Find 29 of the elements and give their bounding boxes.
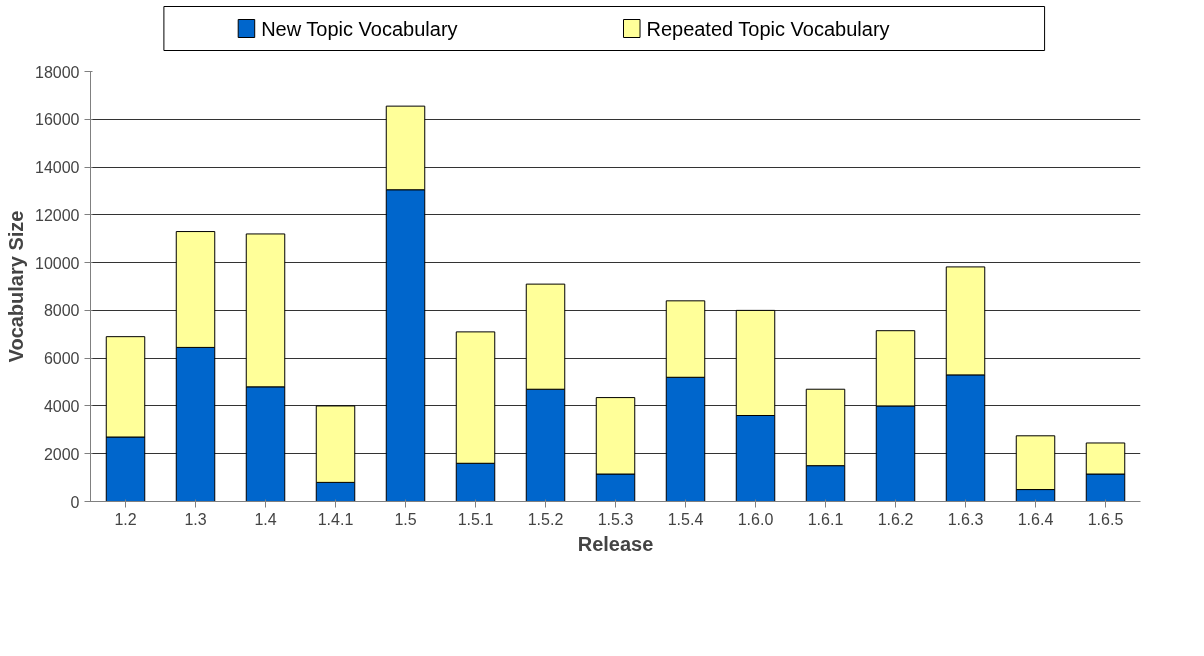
x-tick-label: 1.4 bbox=[254, 510, 277, 528]
x-tick-label: 1.5.2 bbox=[527, 510, 564, 528]
x-tick-label: 1.5 bbox=[394, 510, 417, 528]
y-tick-label: 2000 bbox=[43, 445, 80, 463]
x-tick-label: 1.6.4 bbox=[1017, 510, 1054, 528]
y-axis-title: Vocabulary Size bbox=[5, 210, 28, 363]
y-tick-label: 14000 bbox=[35, 159, 80, 177]
y-tick-label: 6000 bbox=[43, 350, 80, 368]
y-tick-label: 8000 bbox=[43, 302, 80, 320]
x-tick-label: 1.3 bbox=[184, 510, 207, 528]
x-tick-label: 1.5.1 bbox=[457, 510, 494, 528]
y-tick-label: 0 bbox=[70, 493, 80, 511]
x-axis-title: Release bbox=[577, 532, 654, 555]
x-tick-label: 1.6.0 bbox=[737, 510, 774, 528]
legend-label: Repeated Topic Vocabulary bbox=[646, 17, 890, 40]
x-tick-label: 1.5.3 bbox=[597, 510, 634, 528]
x-tick-label: 1.4.1 bbox=[317, 510, 354, 528]
x-tick-label: 1.6.5 bbox=[1087, 510, 1124, 528]
y-tick-label: 10000 bbox=[35, 254, 80, 272]
y-tick-label: 12000 bbox=[35, 206, 80, 224]
y-tick-label: 18000 bbox=[35, 63, 80, 81]
legend-label: New Topic Vocabulary bbox=[261, 17, 458, 40]
x-tick-label: 1.5.4 bbox=[667, 510, 704, 528]
y-tick-label: 16000 bbox=[35, 111, 80, 129]
x-tick-label: 1.6.3 bbox=[947, 510, 984, 528]
x-tick-label: 1.6.1 bbox=[807, 510, 844, 528]
y-tick-label: 4000 bbox=[43, 397, 80, 415]
x-tick-label: 1.2 bbox=[114, 510, 137, 528]
x-tick-label: 1.6.2 bbox=[877, 510, 914, 528]
